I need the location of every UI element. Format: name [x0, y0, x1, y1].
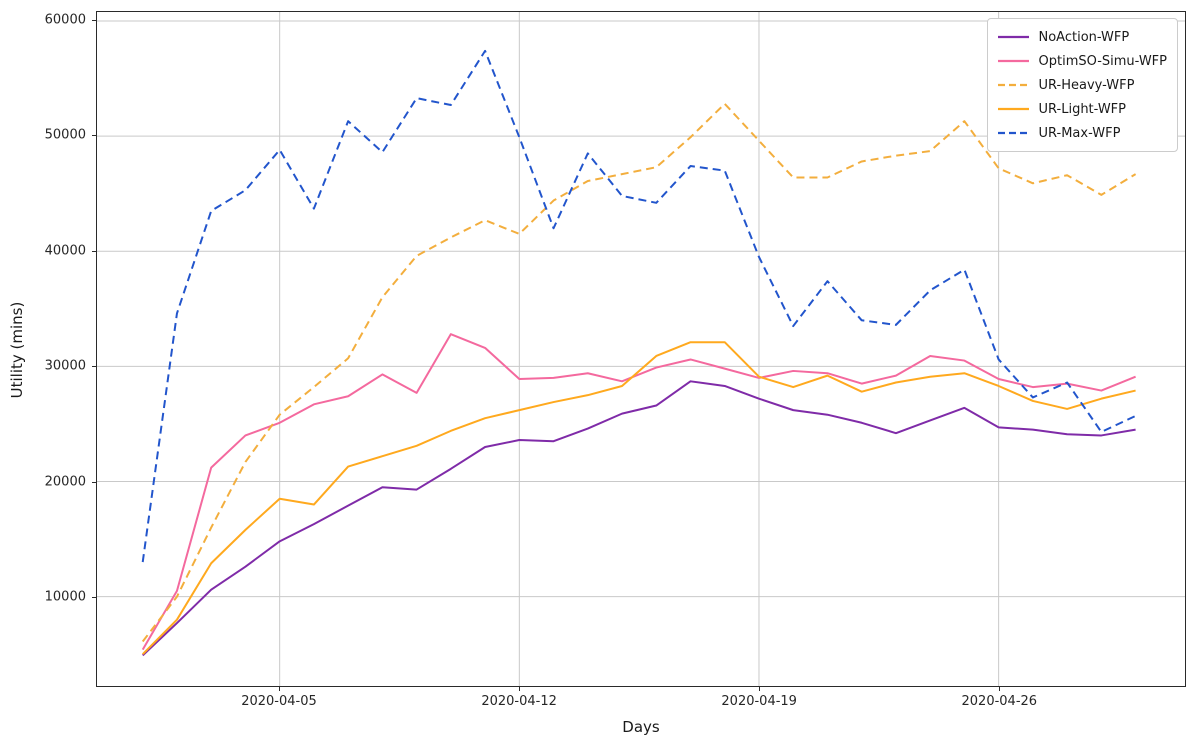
legend-line-sample [997, 35, 1029, 39]
y-tick-label: 20000 [44, 474, 86, 490]
y-tick-mark [92, 250, 96, 252]
x-axis-title: Days [622, 718, 660, 736]
x-tick-mark [279, 687, 280, 691]
legend-label: OptimSO-Simu-WFP [1038, 53, 1168, 69]
plot-area: NoAction-WFP OptimSO-Simu-WFP UR-Heavy-WFP… [96, 11, 1186, 687]
legend-line-sample [997, 59, 1029, 63]
y-tick-label: 10000 [44, 589, 86, 605]
x-tick-mark [519, 687, 521, 691]
series-line-ur-light-wfp [142, 341, 1136, 655]
x-tick-mark [759, 687, 761, 691]
legend-entry-ur-max-wfp: UR-Max-WFP [997, 121, 1168, 145]
x-tick-label: 2020-04-19 [721, 694, 797, 709]
legend-label: UR-Max-WFP [1038, 125, 1121, 141]
legend-line-sample [997, 107, 1029, 111]
y-tick-label: 50000 [44, 127, 86, 143]
legend-box: NoAction-WFP OptimSO-Simu-WFP UR-Heavy-WFP… [986, 18, 1178, 152]
x-tick-label: 2020-04-26 [961, 694, 1038, 709]
legend-entry-ur-light-wfp: UR-Light-WFP [997, 97, 1168, 121]
y-tick-label: 40000 [44, 243, 86, 259]
legend-entry-noaction-wfp: NoAction-WFP [997, 25, 1168, 49]
y-tick-mark [92, 135, 96, 137]
series-line-ur-heavy-wfp [141, 102, 1137, 643]
legend-line-sample [997, 83, 1029, 87]
y-tick-mark [92, 20, 96, 21]
chart-canvas [97, 12, 1185, 686]
series-line-noaction-wfp [142, 380, 1136, 657]
series-line-ur-max-wfp [141, 49, 1137, 563]
x-tick-label: 2020-04-12 [481, 694, 557, 709]
x-tick-label: 2020-04-05 [241, 694, 317, 709]
y-tick-mark [92, 366, 96, 368]
y-tick-label: 30000 [44, 358, 86, 374]
y-axis-title: Utility (mins) [8, 301, 26, 399]
legend-label: NoAction-WFP [1038, 29, 1130, 45]
y-tick-label: 60000 [44, 12, 86, 28]
series-line-optimso-simu-wfp [141, 333, 1136, 651]
legend-label: UR-Heavy-WFP [1038, 77, 1135, 93]
legend-entry-ur-heavy-wfp: UR-Heavy-WFP [997, 73, 1168, 97]
legend-line-sample [997, 131, 1029, 135]
legend-entry-optimso-simu-wfp: OptimSO-Simu-WFP [997, 49, 1168, 73]
y-tick-mark [92, 597, 96, 599]
legend-label: UR-Light-WFP [1038, 101, 1127, 117]
x-tick-mark [999, 687, 1001, 691]
y-tick-mark [92, 481, 96, 483]
